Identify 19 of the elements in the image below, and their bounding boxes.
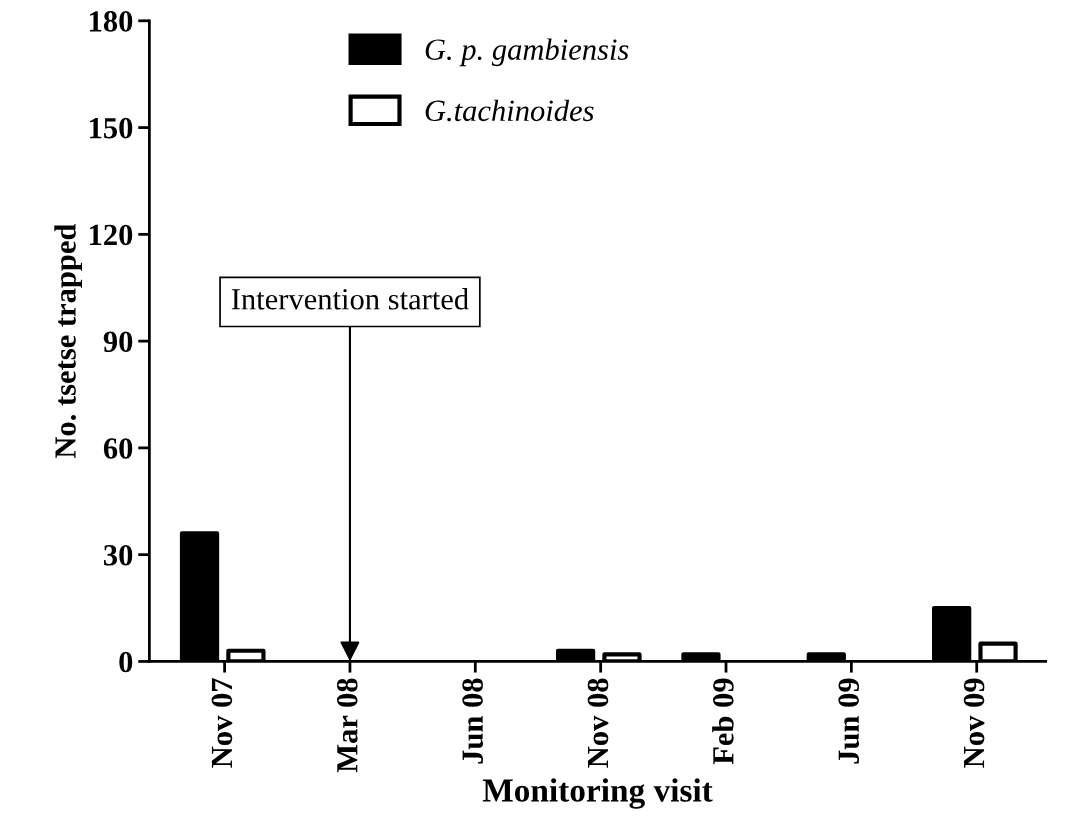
x-axis-title: Monitoring visit bbox=[482, 778, 713, 809]
x-tick-label: Jun 09 bbox=[838, 678, 860, 764]
x-tick-label: Jun 08 bbox=[462, 678, 484, 764]
y-tick-label: 90 bbox=[103, 331, 133, 353]
x-tick-label: Nov 07 bbox=[211, 678, 233, 768]
x-tick-label: Nov 08 bbox=[587, 678, 609, 768]
y-tick-label: 0 bbox=[119, 651, 133, 673]
y-tick-label: 60 bbox=[103, 438, 133, 459]
y-tick-label: 180 bbox=[90, 11, 133, 32]
y-tick-label: 150 bbox=[90, 117, 133, 139]
y-tick-label: 120 bbox=[90, 224, 133, 246]
x-tick-label: Feb 09 bbox=[712, 678, 734, 765]
annotation: Intervention started bbox=[231, 288, 469, 310]
y-tick-label: 30 bbox=[104, 544, 133, 566]
x-tick-label: Nov 09 bbox=[963, 678, 985, 768]
y-axis-title: No. tsetse trapped bbox=[54, 223, 83, 459]
legend-label: G. p. gambiensis bbox=[425, 38, 629, 67]
legend-label: G.tachinoides bbox=[425, 99, 594, 122]
x-tick-label: Mar 08 bbox=[336, 678, 358, 773]
